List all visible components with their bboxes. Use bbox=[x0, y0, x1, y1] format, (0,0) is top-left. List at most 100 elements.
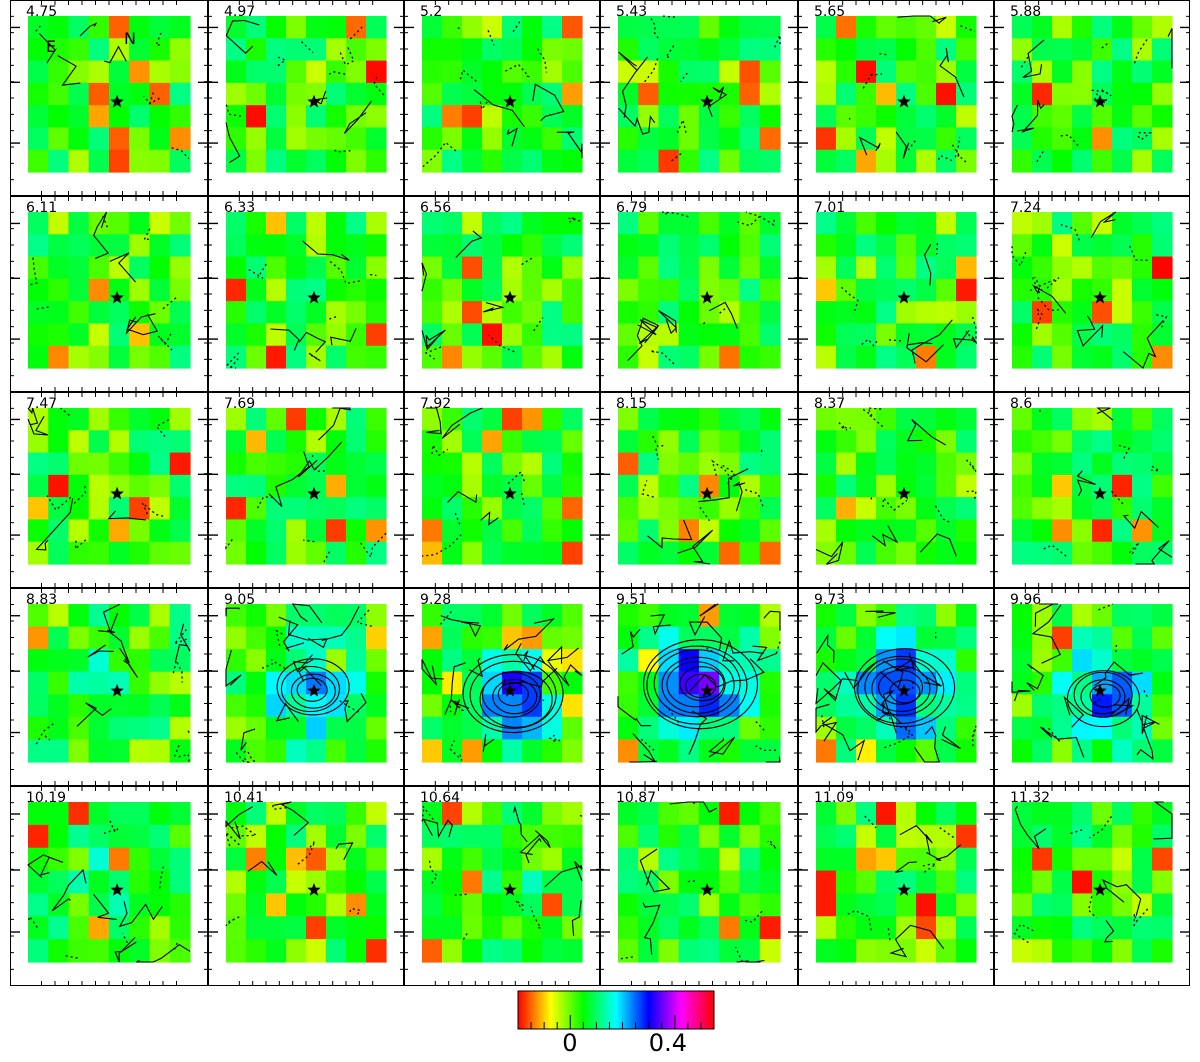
map-pixel bbox=[739, 716, 761, 741]
map-pixel bbox=[1052, 893, 1073, 917]
contour-positive bbox=[1031, 604, 1062, 664]
map-pixel bbox=[1032, 649, 1053, 673]
map-pixel bbox=[618, 870, 639, 895]
map-pixel bbox=[1092, 301, 1113, 325]
map-pixel bbox=[658, 234, 680, 258]
map-pixel bbox=[936, 452, 957, 476]
contour-negative bbox=[102, 215, 109, 229]
map-pixel bbox=[326, 105, 347, 129]
map-pixel bbox=[88, 60, 110, 84]
map-pixel bbox=[562, 541, 583, 565]
star-marker bbox=[1093, 290, 1107, 304]
map-pixel bbox=[28, 38, 49, 62]
map-pixel bbox=[246, 345, 267, 369]
map-pixel bbox=[759, 234, 781, 258]
map-pixel bbox=[48, 541, 70, 565]
axis-ticks bbox=[798, 393, 994, 587]
channel-map bbox=[208, 392, 404, 588]
channel-map bbox=[10, 196, 208, 392]
map-pixel bbox=[462, 802, 483, 826]
map-pixel bbox=[1012, 149, 1033, 173]
map-pixel bbox=[366, 893, 387, 917]
channel-panel: 6.56 bbox=[404, 196, 600, 392]
map-pixel bbox=[719, 38, 741, 62]
map-pixel bbox=[28, 824, 49, 849]
map-pixel bbox=[462, 345, 483, 369]
map-pixel bbox=[678, 408, 700, 431]
map-pixel bbox=[936, 127, 957, 151]
map-pixel bbox=[739, 893, 761, 917]
contour-negative bbox=[868, 414, 884, 428]
map-pixel bbox=[68, 323, 90, 347]
panel-velocity-label: 7.92 bbox=[420, 396, 452, 412]
map-pixel bbox=[876, 739, 897, 763]
map-pixel bbox=[149, 497, 171, 521]
contour-negative bbox=[922, 863, 938, 873]
map-pixel bbox=[169, 60, 191, 84]
map-pixel bbox=[618, 847, 639, 872]
contour-positive bbox=[815, 703, 838, 742]
map-pixel bbox=[422, 694, 443, 718]
channel-map bbox=[798, 786, 994, 986]
map-pixel bbox=[88, 649, 110, 673]
map-pixel bbox=[836, 16, 857, 39]
map-pixel bbox=[346, 847, 367, 872]
map-pixel bbox=[129, 278, 151, 302]
map-pixel bbox=[266, 916, 287, 940]
map-pixel bbox=[816, 430, 837, 454]
map-pixel bbox=[1132, 323, 1153, 347]
map-pixel bbox=[286, 82, 307, 106]
map-pixel bbox=[109, 939, 130, 963]
map-pixel bbox=[286, 16, 307, 39]
channel-panel: 9.73 bbox=[798, 588, 994, 786]
map-pixel bbox=[1072, 345, 1093, 369]
map-pixel bbox=[936, 278, 957, 302]
map-pixel bbox=[366, 716, 387, 741]
map-pixel bbox=[48, 716, 70, 741]
axis-ticks bbox=[600, 589, 798, 785]
map-pixel bbox=[1052, 541, 1073, 565]
contour-positive bbox=[302, 240, 350, 261]
contour-positive bbox=[618, 107, 656, 135]
map-pixel bbox=[48, 256, 70, 280]
map-pixel bbox=[1052, 671, 1073, 695]
map-pixel bbox=[1072, 671, 1093, 695]
axis-ticks bbox=[798, 589, 994, 785]
map-pixel bbox=[658, 739, 680, 763]
map-pixel bbox=[1012, 430, 1033, 454]
map-pixel bbox=[719, 870, 741, 895]
map-pixel bbox=[88, 82, 110, 106]
map-pixel bbox=[759, 694, 781, 718]
map-pixel bbox=[442, 649, 463, 673]
map-pixel bbox=[366, 604, 387, 628]
map-pixel bbox=[246, 60, 267, 84]
contour-positive bbox=[865, 610, 896, 618]
map-pixel bbox=[88, 234, 110, 258]
map-pixel bbox=[816, 212, 837, 235]
map-pixel bbox=[699, 497, 720, 521]
map-pixel bbox=[326, 802, 347, 826]
star-marker bbox=[897, 290, 911, 304]
map-pixel bbox=[719, 716, 741, 741]
map-pixel bbox=[442, 939, 463, 963]
contour-negative bbox=[46, 495, 72, 511]
map-pixel bbox=[482, 430, 503, 454]
map-pixel bbox=[562, 739, 583, 763]
map-pixel bbox=[306, 893, 327, 917]
map-pixel bbox=[618, 649, 639, 673]
contour-negative bbox=[821, 715, 825, 730]
map-pixel bbox=[618, 212, 639, 235]
map-pixel bbox=[719, 212, 741, 235]
map-pixel bbox=[522, 278, 543, 302]
map-pixel bbox=[48, 649, 70, 673]
map-pixel bbox=[442, 716, 463, 741]
panel-velocity-label: 5.88 bbox=[1010, 4, 1042, 20]
map-pixel bbox=[759, 278, 781, 302]
map-pixel bbox=[286, 105, 307, 129]
map-pixel bbox=[896, 408, 917, 431]
star-marker bbox=[503, 683, 517, 697]
contour-positive bbox=[441, 407, 483, 439]
map-pixel bbox=[638, 408, 660, 431]
map-pixel bbox=[1012, 212, 1033, 235]
map-pixel bbox=[638, 452, 660, 476]
